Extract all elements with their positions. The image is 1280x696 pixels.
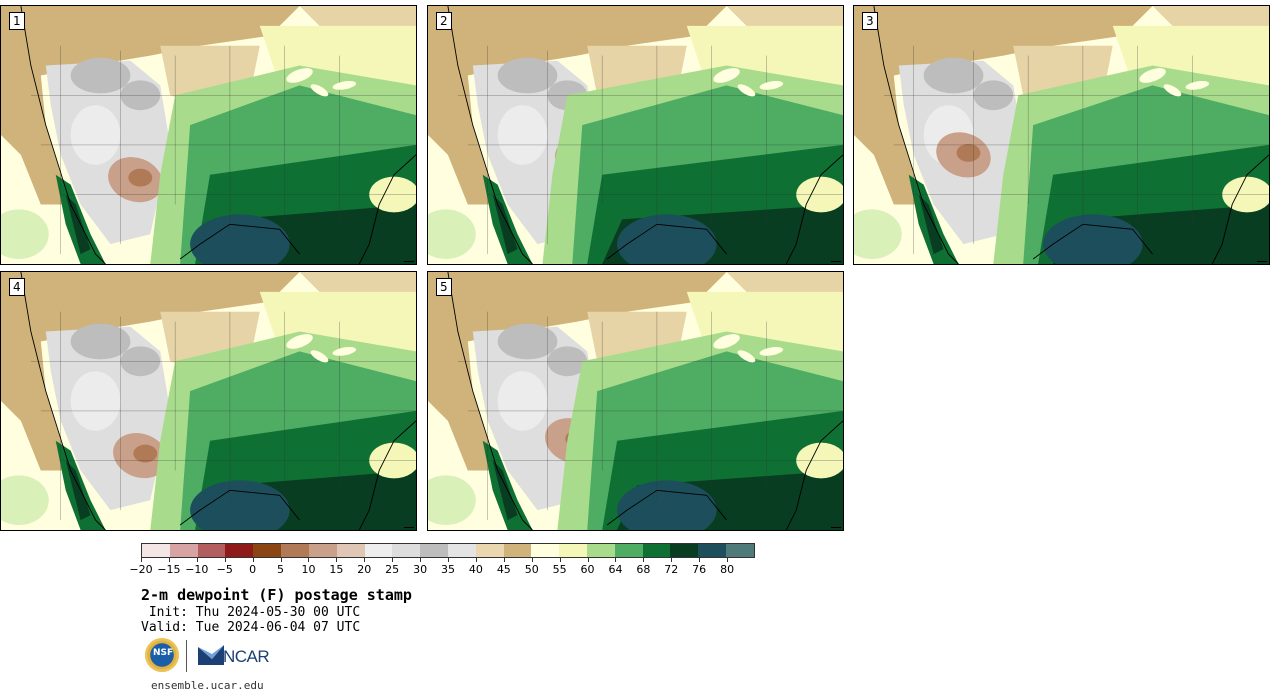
colorbar-swatch [197,544,226,557]
panel-label: 2 [436,12,452,30]
dewpoint-map [1,6,416,264]
colorbar-tick [671,558,673,562]
init-time: Init: Thu 2024-05-30 00 UTC [141,605,361,620]
colorbar-tick [475,558,477,562]
colorbar-tick-label: 30 [413,563,428,576]
colorbar-swatch [253,544,282,557]
colorbar-tick-label: 68 [636,563,651,576]
ncar-logo-icon [198,645,224,665]
panel-label: 4 [9,278,25,296]
colorbar-tick-label: 50 [524,563,539,576]
colorbar-swatch [447,544,476,557]
colorbar-tick-label: 20 [357,563,372,576]
colorbar-tick-label: 55 [552,563,567,576]
colorbar-tick [280,558,282,562]
colorbar-swatch [281,544,309,557]
map-panel-4: 4 [0,271,417,531]
colorbar [141,543,755,558]
colorbar-tick-label: 64 [608,563,623,576]
colorbar-tick [727,558,729,562]
colorbar-swatch [225,544,254,557]
logo-divider [186,640,187,672]
colorbar-tick-label: −10 [185,563,209,576]
valid-time: Valid: Tue 2024-06-04 07 UTC [141,620,361,635]
colorbar-tick-label: 60 [580,563,595,576]
colorbar-tick-label: 40 [468,563,483,576]
colorbar-swatch [614,544,643,557]
colorbar-tick-label: 5 [277,563,285,576]
colorbar-swatch [587,544,615,557]
map-panel-2: 2 [427,5,844,265]
colorbar-swatch [142,544,170,557]
colorbar-swatch [475,544,504,557]
colorbar-tick-label: −15 [157,563,181,576]
colorbar-tick [420,558,422,562]
colorbar-tick [336,558,338,562]
nsf-logo-icon [145,638,179,672]
colorbar-tick [141,558,142,562]
colorbar-tick [503,558,505,562]
colorbar-ticks: −20 −15 −10 −5 0 5 10 15 20 25 30 35 40 45 50 55 60 64 68 7… [129,558,755,578]
colorbar-tick [168,558,170,562]
colorbar-tick-label: 45 [496,563,511,576]
colorbar-tick [531,558,533,562]
colorbar-tick-label: −20 [129,563,153,576]
logos: NSF NCAR [145,638,275,674]
colorbar-tick-label: 0 [249,563,257,576]
dewpoint-map [1,272,416,530]
figure-title: 2-m dewpoint (F) postage stamp [141,586,412,604]
colorbar-swatch [670,544,699,557]
colorbar-tick [448,558,449,562]
colorbar-swatch [169,544,198,557]
colorbar-tick-label: 35 [441,563,455,576]
colorbar-tick [615,558,617,562]
map-panel-3: 3 [853,5,1270,265]
colorbar-tick-label: 76 [692,563,707,576]
colorbar-tick [587,558,589,562]
colorbar-tick [224,558,226,562]
colorbar-tick [643,558,645,562]
colorbar-swatch [420,544,448,557]
colorbar-tick [252,558,254,562]
dewpoint-map [854,6,1269,264]
map-panel-5: 5 [427,271,844,531]
colorbar-tick-label: 72 [664,563,679,576]
colorbar-swatch [503,544,532,557]
colorbar-swatch [559,544,587,557]
panel-label: 5 [436,278,452,296]
colorbar-swatch [308,544,337,557]
dewpoint-map [428,272,843,530]
colorbar-tick [364,558,366,562]
colorbar-tick-label: 15 [329,563,344,576]
colorbar-tick-label: 10 [301,563,316,576]
colorbar-tick [392,558,394,562]
map-panel-1: 1 [0,5,417,265]
ncar-logo-text: NCAR [223,647,270,666]
colorbar-swatch [392,544,421,557]
colorbar-tick [196,558,198,562]
colorbar-swatch [726,544,754,557]
dewpoint-map [428,6,843,264]
panel-label: 3 [862,12,878,30]
colorbar-tick [559,558,561,562]
colorbar-tick-label: 25 [385,563,400,576]
colorbar-swatch [336,544,365,557]
colorbar-tick-label: −5 [216,563,233,576]
colorbar-swatch [364,544,393,557]
colorbar-tick-label: 80 [720,563,735,576]
colorbar-swatch [698,544,727,557]
colorbar-tick [308,558,310,562]
site-url: ensemble.ucar.edu [151,679,264,692]
colorbar-swatch [642,544,671,557]
colorbar-swatch [531,544,560,557]
colorbar-tick [699,558,701,562]
nsf-logo-text: NSF [153,648,174,658]
panel-label: 1 [9,12,25,30]
